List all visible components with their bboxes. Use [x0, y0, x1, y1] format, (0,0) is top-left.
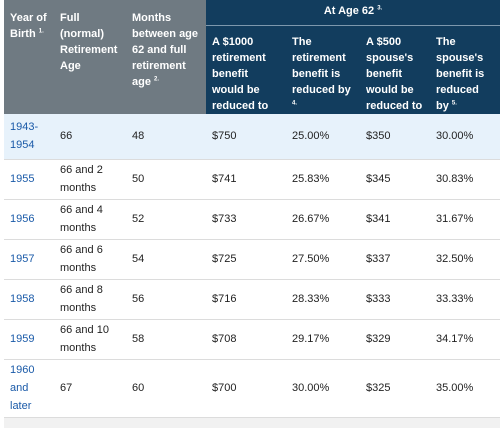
spouse-benefit-cell: $325: [360, 359, 430, 418]
benefit-cell: $708: [206, 319, 286, 360]
table-row: 1958 66 and 8 months 56 $716 28.33% $333…: [4, 279, 500, 320]
benefit-cell: $733: [206, 199, 286, 240]
months-cell: 56: [126, 279, 206, 320]
spouse-benefit-cell: $341: [360, 199, 430, 240]
spouse-pct-cell: 32.50%: [430, 239, 500, 280]
full-retirement-age-cell: 66 and 4 months: [54, 199, 126, 240]
retirement-pct-cell: 25.00%: [286, 114, 360, 160]
spouse-pct-cell: 30.83%: [430, 159, 500, 200]
benefit-cell: $716: [206, 279, 286, 320]
header-full-retirement-age: Full (normal) Retirement Age: [54, 0, 126, 114]
benefit-cell: $725: [206, 239, 286, 280]
spouse-pct-cell: 30.00%: [430, 114, 500, 160]
year-link[interactable]: 1957: [4, 239, 54, 280]
full-retirement-age-cell: 66 and 2 months: [54, 159, 126, 200]
spouse-pct-cell: 34.17%: [430, 319, 500, 360]
table-row: 1956 66 and 4 months 52 $733 26.67% $341…: [4, 199, 500, 240]
header-at-age-62: At Age 62 3.: [206, 0, 500, 26]
header-benefit-1000: A $1000 retirement benefit would be redu…: [206, 25, 286, 114]
spouse-benefit-cell: $333: [360, 279, 430, 320]
months-cell: 60: [126, 359, 206, 418]
spouse-pct-cell: 33.33%: [430, 279, 500, 320]
benefit-cell: $700: [206, 359, 286, 418]
year-link[interactable]: 1956: [4, 199, 54, 240]
spouse-benefit-cell: $337: [360, 239, 430, 280]
benefit-cell: $741: [206, 159, 286, 200]
year-link[interactable]: 1955: [4, 159, 54, 200]
spouse-benefit-cell: $350: [360, 114, 430, 160]
full-retirement-age-cell: 66 and 10 months: [54, 319, 126, 360]
benefit-cell: $750: [206, 114, 286, 160]
retirement-pct-cell: 26.67%: [286, 199, 360, 240]
spouse-benefit-cell: $345: [360, 159, 430, 200]
full-retirement-age-cell: 67: [54, 359, 126, 418]
retirement-pct-cell: 27.50%: [286, 239, 360, 280]
table-row: 1943-1954 66 48 $750 25.00% $350 30.00%: [4, 114, 500, 160]
table-row: 1957 66 and 6 months 54 $725 27.50% $337…: [4, 239, 500, 280]
retirement-pct-cell: 25.83%: [286, 159, 360, 200]
spouse-pct-cell: 35.00%: [430, 359, 500, 418]
year-link[interactable]: 1943-1954: [4, 114, 54, 160]
header-spouse-reduced-by: The spouse's benefit is reduced by 5.: [430, 25, 500, 114]
retirement-pct-cell: 29.17%: [286, 319, 360, 360]
table-footer-strip: [4, 417, 500, 428]
months-cell: 50: [126, 159, 206, 200]
months-cell: 58: [126, 319, 206, 360]
header-months-between: Months between age 62 and full retiremen…: [126, 0, 206, 114]
header-retirement-reduced-by: The retirement benefit is reduced by 4.: [286, 25, 360, 114]
retirement-pct-cell: 30.00%: [286, 359, 360, 418]
full-retirement-age-cell: 66 and 6 months: [54, 239, 126, 280]
header-year-of-birth: Year of Birth 1.: [4, 0, 54, 114]
header-spouse-500: A $500 spouse's benefit would be reduced…: [360, 25, 430, 114]
months-cell: 54: [126, 239, 206, 280]
year-link[interactable]: 1958: [4, 279, 54, 320]
full-retirement-age-cell: 66: [54, 114, 126, 160]
months-cell: 48: [126, 114, 206, 160]
spouse-benefit-cell: $329: [360, 319, 430, 360]
year-link[interactable]: 1959: [4, 319, 54, 360]
table-row: 1960 and later 67 60 $700 30.00% $325 35…: [4, 359, 500, 418]
months-cell: 52: [126, 199, 206, 240]
retirement-reduction-table: Year of Birth 1. Full (normal) Retiremen…: [4, 0, 500, 418]
table-row: 1955 66 and 2 months 50 $741 25.83% $345…: [4, 159, 500, 200]
year-link[interactable]: 1960 and later: [4, 359, 54, 418]
full-retirement-age-cell: 66 and 8 months: [54, 279, 126, 320]
table-row: 1959 66 and 10 months 58 $708 29.17% $32…: [4, 319, 500, 360]
retirement-pct-cell: 28.33%: [286, 279, 360, 320]
spouse-pct-cell: 31.67%: [430, 199, 500, 240]
